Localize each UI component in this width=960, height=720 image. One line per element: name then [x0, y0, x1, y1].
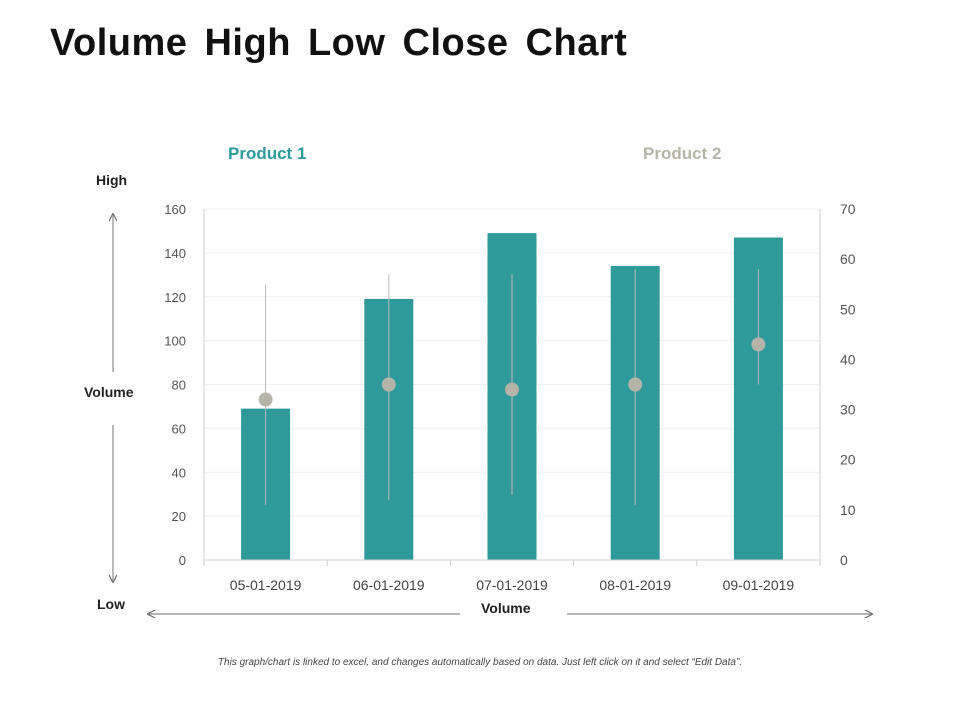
y-left-tick-6: 120: [164, 290, 186, 305]
y-left-tick-7: 140: [164, 246, 186, 261]
y-right-tick-0: 0: [840, 552, 848, 568]
volume-bottom-label: Volume: [481, 600, 531, 616]
y-right-tick-1: 10: [840, 502, 856, 518]
y-left-tick-2: 40: [172, 465, 186, 480]
y-right-tick-6: 60: [840, 251, 856, 267]
low-label: Low: [97, 596, 125, 612]
x-tick-label-1: 06-01-2019: [353, 577, 425, 593]
y-left-tick-4: 80: [172, 378, 186, 393]
x-tick-label-4: 09-01-2019: [723, 577, 795, 593]
y-left-tick-1: 20: [172, 509, 186, 524]
legend-product-2: Product 2: [643, 144, 722, 163]
y-right-tick-3: 30: [840, 402, 856, 418]
page-title: Volume High Low Close Chart: [50, 22, 628, 64]
y-right-tick-2: 20: [840, 452, 856, 468]
hlc-layer: [258, 269, 766, 505]
footnote: This graph/chart is linked to excel, and…: [217, 657, 743, 668]
x-tick-label-0: 05-01-2019: [230, 577, 302, 593]
volume-axis-label: Volume: [84, 384, 134, 400]
close-marker-0: [258, 392, 273, 407]
close-marker-3: [628, 377, 643, 392]
x-tick-label-2: 07-01-2019: [476, 577, 548, 593]
high-label: High: [96, 172, 128, 188]
y-left-tick-0: 0: [179, 553, 186, 568]
y-right-tick-7: 70: [840, 201, 856, 217]
close-marker-4: [751, 337, 766, 352]
axes-layer: 0 20 40 60 80 100 120 140 160 0 10 20 30 40 50 60 70 05-0…: [164, 201, 855, 593]
y-right-tick-5: 50: [840, 301, 856, 317]
close-marker-2: [505, 382, 519, 397]
legend-product-1: Product 1: [228, 144, 307, 163]
y-left-tick-3: 60: [172, 421, 186, 436]
close-marker-1: [381, 377, 396, 392]
y-left-tick-8: 160: [164, 202, 186, 217]
y-left-tick-5: 100: [164, 334, 186, 349]
x-tick-label-3: 08-01-2019: [599, 577, 671, 593]
y-right-tick-4: 40: [840, 351, 856, 367]
arrows-layer: [113, 214, 872, 614]
